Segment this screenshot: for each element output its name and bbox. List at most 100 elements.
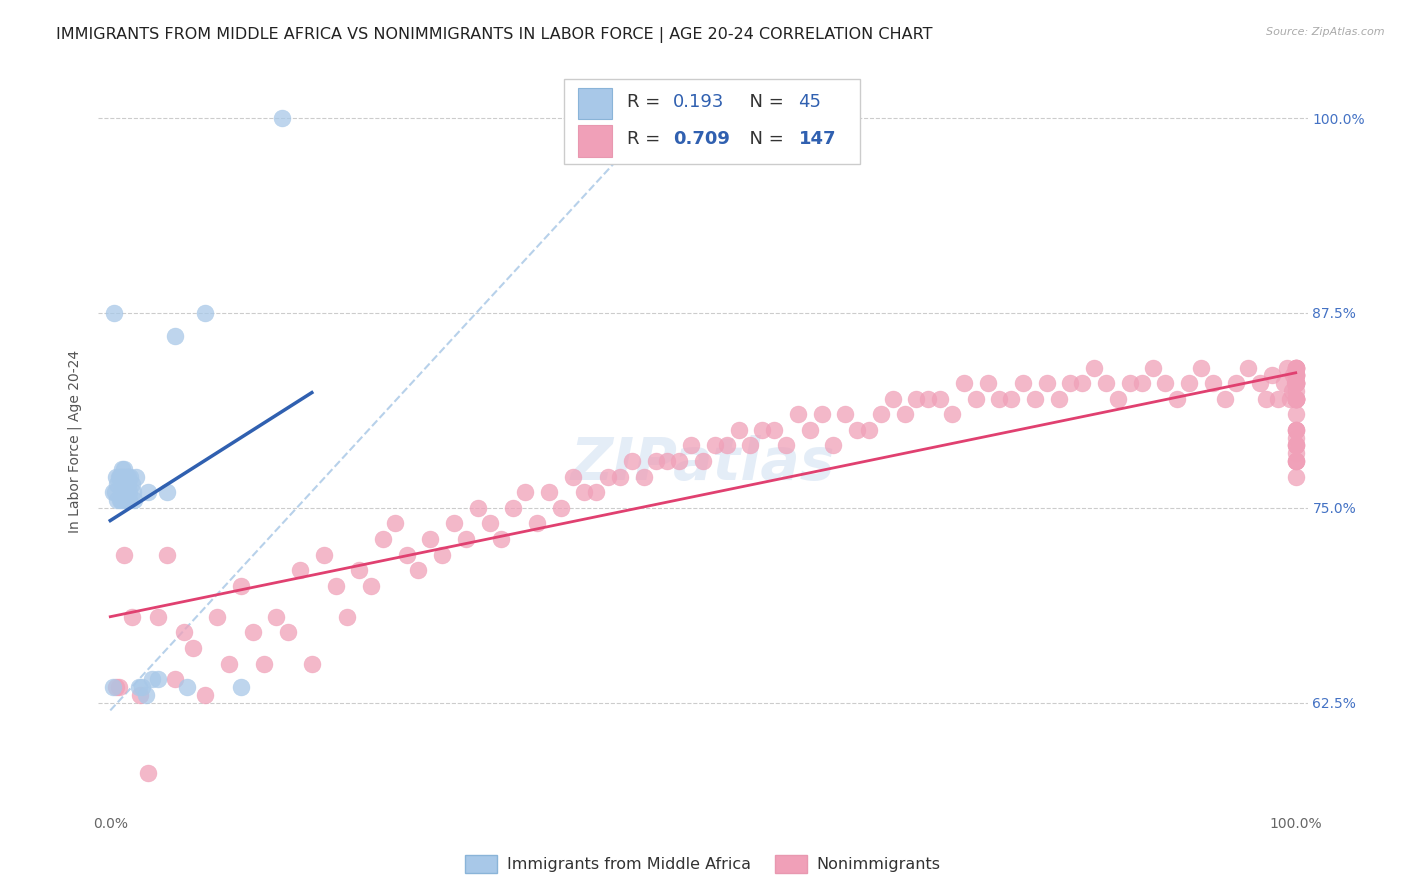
Point bbox=[1285, 438, 1308, 452]
Point bbox=[384, 516, 406, 531]
Point bbox=[1277, 360, 1299, 375]
Point bbox=[125, 469, 148, 483]
Point bbox=[1059, 376, 1081, 390]
Point bbox=[1107, 392, 1129, 406]
Point bbox=[905, 392, 928, 406]
Point bbox=[347, 563, 370, 577]
Point bbox=[105, 493, 128, 508]
Point bbox=[312, 548, 335, 562]
Point bbox=[301, 657, 323, 671]
Point bbox=[1154, 376, 1177, 390]
Point bbox=[1278, 392, 1301, 406]
Point bbox=[105, 680, 128, 694]
Point bbox=[644, 454, 666, 468]
Point bbox=[325, 579, 347, 593]
Point bbox=[1261, 368, 1284, 383]
Point bbox=[111, 462, 134, 476]
Point bbox=[893, 407, 915, 421]
Point bbox=[120, 469, 142, 483]
Point bbox=[716, 438, 738, 452]
Point bbox=[941, 407, 963, 421]
Point bbox=[1166, 392, 1188, 406]
Point bbox=[115, 485, 138, 500]
Point bbox=[751, 423, 773, 437]
Point bbox=[1285, 368, 1308, 383]
Point bbox=[574, 485, 596, 500]
Point bbox=[882, 392, 904, 406]
Point bbox=[810, 407, 832, 421]
Point bbox=[277, 625, 299, 640]
Point bbox=[114, 462, 136, 476]
Point bbox=[1285, 431, 1308, 445]
Point bbox=[173, 625, 195, 640]
Point bbox=[114, 493, 136, 508]
Point bbox=[136, 485, 159, 500]
Point bbox=[1189, 360, 1212, 375]
Point bbox=[156, 485, 179, 500]
Point bbox=[118, 493, 141, 508]
Point bbox=[107, 469, 129, 483]
Point bbox=[763, 423, 786, 437]
Point bbox=[1285, 392, 1308, 406]
FancyBboxPatch shape bbox=[578, 88, 613, 120]
Point bbox=[101, 680, 124, 694]
Point bbox=[929, 392, 952, 406]
Point bbox=[526, 516, 548, 531]
Point bbox=[681, 438, 703, 452]
Point bbox=[965, 392, 987, 406]
Point bbox=[869, 407, 891, 421]
Point bbox=[408, 563, 430, 577]
Point bbox=[703, 438, 725, 452]
Point bbox=[1285, 423, 1308, 437]
Point bbox=[1267, 392, 1289, 406]
Point bbox=[598, 469, 620, 483]
Point bbox=[1285, 368, 1308, 383]
Point bbox=[136, 765, 159, 780]
Point bbox=[105, 469, 128, 483]
Point bbox=[253, 657, 276, 671]
Point bbox=[1285, 368, 1308, 383]
Point bbox=[111, 485, 134, 500]
Point bbox=[1285, 368, 1308, 383]
Point bbox=[110, 493, 132, 508]
Text: R =: R = bbox=[627, 94, 666, 112]
Point bbox=[1285, 469, 1308, 483]
Point bbox=[1285, 392, 1308, 406]
Point bbox=[1285, 454, 1308, 468]
Point bbox=[1285, 376, 1308, 390]
Point bbox=[976, 376, 998, 390]
Point bbox=[1272, 376, 1295, 390]
Point bbox=[1285, 376, 1308, 390]
Text: N =: N = bbox=[738, 94, 790, 112]
Point bbox=[112, 493, 135, 508]
Point bbox=[395, 548, 418, 562]
Point bbox=[952, 376, 974, 390]
Legend: Immigrants from Middle Africa, Nonimmigrants: Immigrants from Middle Africa, Nonimmigr… bbox=[460, 848, 946, 880]
Point bbox=[146, 672, 169, 686]
Point bbox=[502, 500, 524, 515]
Point bbox=[194, 306, 217, 320]
Point bbox=[121, 610, 143, 624]
Point bbox=[1285, 360, 1308, 375]
Point bbox=[1285, 446, 1308, 460]
Point bbox=[141, 672, 163, 686]
Point bbox=[1285, 376, 1308, 390]
Point bbox=[988, 392, 1011, 406]
Text: 147: 147 bbox=[799, 130, 837, 148]
Point bbox=[1178, 376, 1201, 390]
Point bbox=[181, 641, 204, 656]
Point bbox=[114, 469, 136, 483]
Point bbox=[1249, 376, 1271, 390]
Point bbox=[1254, 392, 1277, 406]
Text: 45: 45 bbox=[799, 94, 821, 112]
Point bbox=[194, 688, 217, 702]
Point bbox=[108, 493, 131, 508]
Point bbox=[1285, 376, 1308, 390]
Point bbox=[550, 500, 572, 515]
Point bbox=[846, 423, 869, 437]
Point bbox=[454, 532, 477, 546]
Point bbox=[740, 438, 762, 452]
Point bbox=[112, 469, 135, 483]
Point bbox=[110, 485, 132, 500]
Point bbox=[165, 672, 187, 686]
